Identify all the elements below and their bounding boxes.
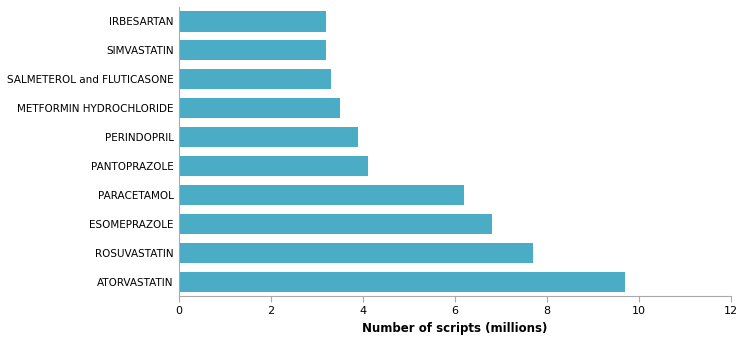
Bar	[179, 127, 358, 147]
Bar	[179, 185, 464, 205]
Bar	[179, 214, 492, 234]
Bar	[179, 242, 533, 263]
Bar	[179, 156, 368, 176]
Bar	[179, 11, 326, 31]
Bar	[179, 69, 331, 89]
Bar	[179, 98, 340, 118]
Bar	[179, 272, 625, 292]
X-axis label: Number of scripts (millions): Number of scripts (millions)	[362, 322, 548, 335]
Bar	[179, 40, 326, 61]
